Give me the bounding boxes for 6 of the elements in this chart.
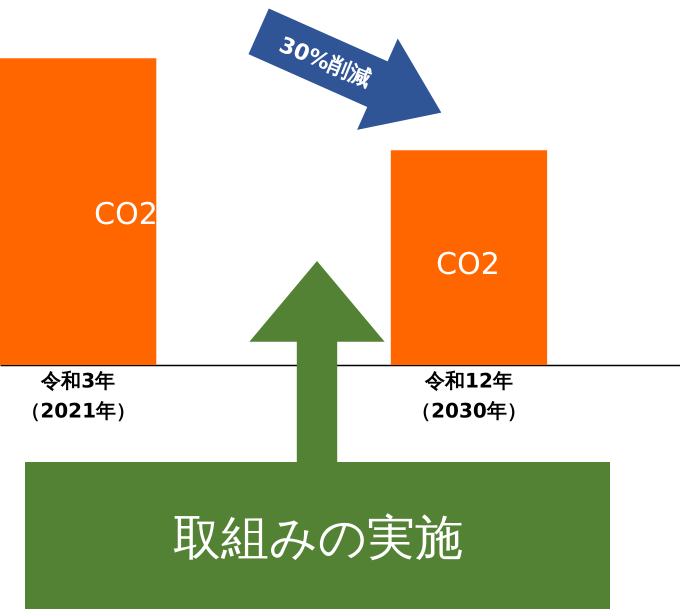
annotation: 30%削減 — [275, 32, 374, 92]
annotation: CO2 — [436, 247, 500, 282]
annotation: CO2 — [94, 197, 158, 232]
text: 取組みの実施 — [173, 510, 463, 566]
x-tick-label: 令和3年（2021年） — [20, 368, 136, 422]
x-tick-label: 令和12年（2030年） — [411, 368, 527, 422]
